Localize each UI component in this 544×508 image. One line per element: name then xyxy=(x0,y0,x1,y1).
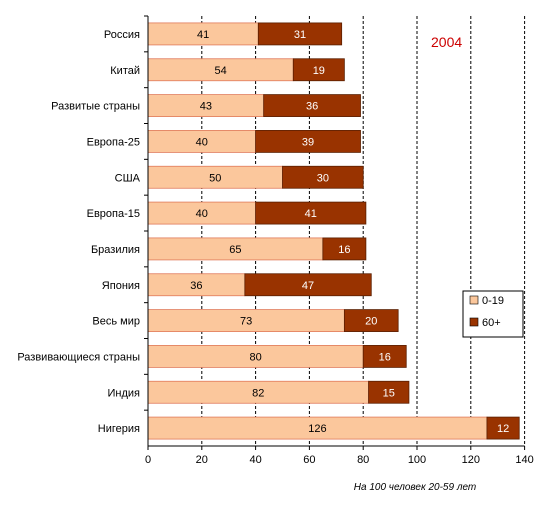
bar-segment-60+ xyxy=(255,130,361,153)
category-label: Китай xyxy=(110,65,140,77)
bar-value-label: 126 xyxy=(308,423,326,435)
bar-value-label: 16 xyxy=(379,351,391,363)
bar-value-label: 82 xyxy=(252,387,264,399)
category-label: Весь мир xyxy=(92,316,140,328)
bar-value-label: 80 xyxy=(249,351,261,363)
x-tick-label: 120 xyxy=(462,454,480,466)
bar-value-label: 41 xyxy=(305,208,317,220)
category-label: Япония xyxy=(102,280,140,292)
bar-value-label: 54 xyxy=(215,65,227,77)
category-labels: Россия Китай Развитые страны Европа-25 США Ев… xyxy=(17,15,148,435)
bar-segment-60+ xyxy=(282,165,364,189)
bar-segment-60+ xyxy=(255,201,367,225)
grid-lines xyxy=(201,16,526,446)
category-label: США xyxy=(115,172,141,184)
bar-value-label: 20 xyxy=(365,316,377,328)
category-label: Бразилия xyxy=(91,244,140,256)
category-label: Европа-15 xyxy=(87,208,140,220)
bar-segment-60+ xyxy=(362,345,407,368)
bar-segment-60+ xyxy=(322,237,367,261)
x-axis-ticks: 0 20 40 60 80 100 120 140 xyxy=(145,446,534,466)
category-label: Развивающиеся страны xyxy=(17,351,140,363)
bar-segment-60+ xyxy=(244,273,372,297)
bar-value-label: 19 xyxy=(313,65,325,77)
bar-value-label: 41 xyxy=(197,29,209,41)
bar-value-label: 40 xyxy=(196,208,208,220)
bar-value-label: 47 xyxy=(302,280,314,292)
bar-value-label: 36 xyxy=(306,101,318,113)
x-tick-label: 20 xyxy=(196,454,208,466)
category-label: Россия xyxy=(104,29,140,41)
category-label: Индия xyxy=(107,387,140,399)
legend-label-0-19: 0-19 xyxy=(482,295,504,307)
bar-value-label: 16 xyxy=(338,244,350,256)
bar-segment-60+ xyxy=(263,94,361,117)
bar-value-label: 12 xyxy=(497,423,509,435)
bar-value-label: 36 xyxy=(190,280,202,292)
bar-value-label: 40 xyxy=(196,136,208,148)
legend: 0-19 60+ xyxy=(462,290,524,338)
legend-swatch-60+ xyxy=(469,317,479,327)
bar-value-label: 65 xyxy=(229,244,241,256)
x-tick-label: 60 xyxy=(303,454,315,466)
bar-segment-60+ xyxy=(343,309,399,332)
bar-value-label: 43 xyxy=(200,101,212,113)
bar-value-label: 15 xyxy=(383,387,395,399)
year-annotation: 2004 xyxy=(431,34,462,50)
bar-segment-60+ xyxy=(257,22,343,46)
bar-value-label: 31 xyxy=(294,29,306,41)
bar-value-label: 39 xyxy=(302,136,314,148)
bar-segment-60+ xyxy=(368,380,410,404)
x-tick-label: 40 xyxy=(249,454,261,466)
bar-segment-60+ xyxy=(292,58,345,82)
bar-value-label: 50 xyxy=(209,172,221,184)
category-label: Нигерия xyxy=(98,423,140,435)
x-tick-label: 140 xyxy=(515,454,533,466)
bar-segment-60+ xyxy=(486,416,520,440)
category-label: Развитые страны xyxy=(51,101,140,113)
x-axis-label: На 100 человек 20-59 лет xyxy=(354,482,476,493)
legend-label-60+: 60+ xyxy=(482,317,501,329)
x-tick-label: 0 xyxy=(145,454,151,466)
x-tick-label: 100 xyxy=(408,454,426,466)
bar-value-label: 30 xyxy=(317,172,329,184)
bar-value-label: 73 xyxy=(240,316,252,328)
category-label: Европа-25 xyxy=(87,136,140,148)
x-tick-label: 80 xyxy=(357,454,369,466)
bars: 41 31 54 19 43 36 40 39 50 30 40 41 65 16 36 47 73 20 80 16… xyxy=(147,22,520,440)
legend-swatch-0-19 xyxy=(469,295,479,305)
